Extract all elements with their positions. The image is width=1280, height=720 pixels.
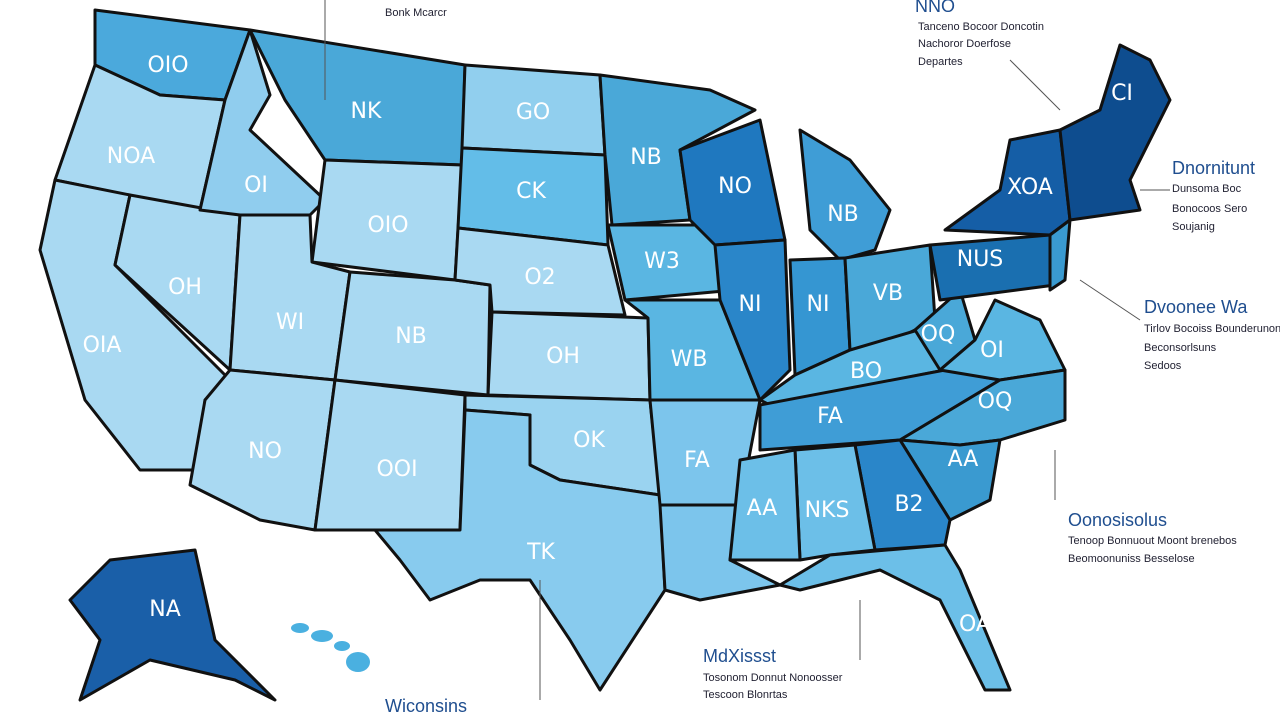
state — [728, 448, 802, 562]
annotation-text: Beomoonuniss Besselose — [1068, 553, 1195, 565]
state-label: BO — [850, 359, 882, 384]
state-label: AA — [948, 447, 979, 472]
leader-line — [1009, 59, 1061, 111]
state-label: OIO — [147, 53, 188, 78]
state — [333, 270, 492, 397]
annotation-text: Soujanig — [1172, 221, 1215, 233]
annotation-text: Tescoon Blonrtas — [703, 689, 788, 701]
state-label: NO — [248, 439, 282, 464]
state-label: OIA — [83, 333, 122, 358]
annotations: Bonk Mcarcr NNO Tanceno Bocoor Doncotin … — [385, 0, 1280, 716]
state-label: XOA — [1007, 175, 1053, 200]
island — [346, 652, 370, 672]
annotation-text: Beconsorlsuns — [1144, 342, 1217, 354]
island — [311, 630, 333, 642]
state-label: OOI — [376, 457, 417, 482]
state-label: W3 — [644, 249, 680, 274]
annotation-text: Dunsoma Boc — [1172, 183, 1242, 195]
state-label: CK — [516, 179, 546, 204]
annotation-text: Departes — [918, 56, 963, 68]
annotation-text: Tirlov Bocoiss Bounderunon — [1144, 323, 1280, 335]
annotation-text: Sedoos — [1144, 360, 1182, 372]
state — [373, 408, 667, 692]
state-label: FA — [817, 404, 843, 429]
state — [798, 128, 892, 262]
state-label: NB — [827, 202, 859, 227]
state-label: OI — [980, 338, 1004, 363]
leaders — [324, 0, 1170, 700]
annotation-title: MdXissst — [703, 646, 776, 666]
state-label: NA — [149, 597, 181, 622]
state-label: NI — [807, 292, 830, 317]
state-label: AA — [747, 496, 778, 521]
state-label: NB — [630, 145, 662, 170]
state-label: OH — [168, 275, 202, 300]
leader-line — [1079, 279, 1141, 321]
state — [1048, 218, 1072, 292]
state — [68, 548, 277, 702]
annotation-text: Tanceno Bocoor Doncotin — [918, 21, 1044, 33]
state-label: GO — [516, 100, 550, 125]
island — [291, 623, 309, 633]
islands — [291, 623, 370, 672]
state-label: NO — [718, 174, 752, 199]
state-label: OQ — [978, 389, 1013, 414]
state-label: NK — [351, 99, 382, 124]
state-label: B2 — [894, 492, 923, 517]
island — [334, 641, 350, 651]
state-label: NI — [739, 292, 762, 317]
state-labels: OIO NK GO NB NO NB CI XOA NOA OI OIO CK … — [83, 53, 1133, 637]
state-label: OI — [244, 173, 268, 198]
annotation-title: Dnornitunt — [1172, 158, 1255, 178]
state — [778, 543, 1012, 692]
state-label: CI — [1111, 81, 1133, 106]
state-label: OQ — [921, 322, 956, 347]
state — [313, 378, 467, 532]
annotation-title: Wiconsins — [385, 696, 467, 716]
state-label: NB — [395, 324, 427, 349]
annotation-text: Bonk Mcarcr — [385, 7, 447, 19]
annotation-title: Dvoonee Wa — [1144, 297, 1248, 317]
state — [1058, 43, 1172, 222]
state — [713, 238, 792, 402]
state-label: VB — [873, 281, 903, 306]
state — [248, 28, 467, 167]
annotation-text: Tenoop Bonnuout Moont brenebos — [1068, 535, 1237, 547]
state-label: NOA — [107, 144, 155, 169]
state-label: OK — [573, 428, 605, 453]
state-label: TK — [526, 540, 555, 565]
annotation-title: Oonosisolus — [1068, 510, 1167, 530]
state-label: WB — [671, 347, 708, 372]
state-label: O2 — [524, 265, 555, 290]
state-label: WI — [276, 310, 304, 335]
annotation-text: Bonocoos Sero — [1172, 203, 1247, 215]
state-label: NKS — [805, 498, 850, 523]
states — [38, 8, 1172, 702]
annotation-title: NNO — [915, 0, 955, 16]
state-label: FA — [684, 448, 710, 473]
annotation-text: Nachoror Doerfose — [918, 38, 1011, 50]
state-label: OIO — [367, 213, 408, 238]
annotation-text: Tosonom Donnut Nonoosser — [703, 672, 843, 684]
state-label: OH — [546, 344, 580, 369]
state-label: NUS — [957, 247, 1004, 272]
state-label: OA — [959, 612, 991, 637]
